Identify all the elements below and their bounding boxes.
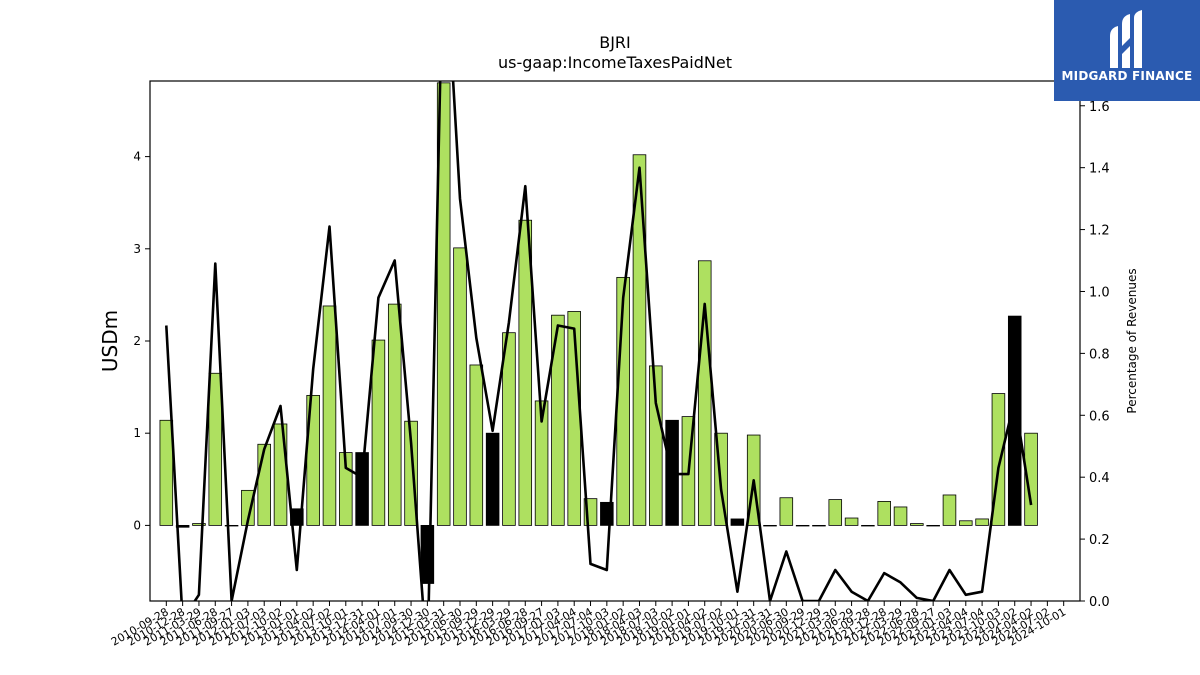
y-axis-label: USDm	[98, 310, 122, 372]
y2-tick-label: 0.2	[1089, 533, 1110, 548]
plot-frame	[149, 80, 1081, 602]
bar	[469, 364, 484, 526]
bar	[192, 523, 206, 526]
y-tick-label: 0	[133, 518, 141, 532]
bar	[355, 452, 369, 526]
y-tick-label: 1	[133, 426, 141, 440]
bar	[828, 499, 843, 526]
y2-tick-label: 0.0	[1089, 595, 1110, 610]
bar	[208, 372, 223, 526]
bar	[926, 524, 940, 527]
bar	[910, 523, 924, 526]
bar-series	[159, 82, 1038, 584]
chart-title: BJRI	[599, 33, 631, 52]
bar	[861, 524, 875, 527]
bar	[534, 400, 549, 526]
y2-tick-label: 1.2	[1089, 224, 1110, 239]
bar	[224, 524, 239, 527]
y2-tick-label: 0.6	[1089, 409, 1110, 424]
bar	[371, 339, 386, 526]
y2-tick-label: 1.0	[1089, 285, 1110, 300]
bar	[485, 432, 500, 526]
bar	[420, 524, 435, 584]
bar	[779, 497, 794, 526]
bar	[1024, 432, 1038, 526]
bar	[387, 303, 402, 526]
bar	[763, 524, 777, 527]
bar	[159, 419, 174, 526]
bar	[322, 305, 337, 526]
bar	[959, 520, 973, 526]
chart-subtitle: us-gaap:IncomeTaxesPaidNet	[498, 53, 732, 72]
bar	[844, 517, 859, 526]
logo-text: MIDGARD FINANCE	[1061, 69, 1193, 83]
bar	[942, 494, 957, 526]
bar	[795, 524, 810, 527]
y2-axis-label: Percentage of Revenues	[1125, 268, 1139, 413]
bar	[257, 443, 271, 526]
y2-tick-label: 0.8	[1089, 347, 1110, 362]
bar	[730, 518, 745, 526]
bar	[697, 260, 712, 526]
bar	[975, 518, 989, 526]
bar	[877, 501, 891, 526]
y2-tick-label: 1.4	[1089, 162, 1110, 177]
bar	[632, 154, 647, 526]
bar	[453, 247, 467, 526]
bar	[436, 82, 451, 526]
bar	[518, 219, 533, 526]
bar	[812, 524, 826, 527]
y-tick-label: 2	[133, 334, 141, 348]
y-tick-label: 4	[133, 150, 141, 164]
plot-area: 012340.00.20.40.60.81.01.21.41.62010-09-…	[109, 80, 1110, 649]
bar	[502, 332, 516, 526]
logo-mark-icon	[1110, 10, 1142, 68]
line-series	[165, 81, 1033, 601]
bar	[893, 506, 908, 526]
y2-tick-label: 1.6	[1089, 100, 1110, 115]
bar	[649, 365, 663, 526]
bar	[551, 314, 565, 526]
midgard-finance-logo: MIDGARD FINANCE	[1054, 0, 1200, 101]
y2-tick-label: 0.4	[1089, 471, 1110, 486]
y-tick-label: 3	[133, 242, 141, 256]
